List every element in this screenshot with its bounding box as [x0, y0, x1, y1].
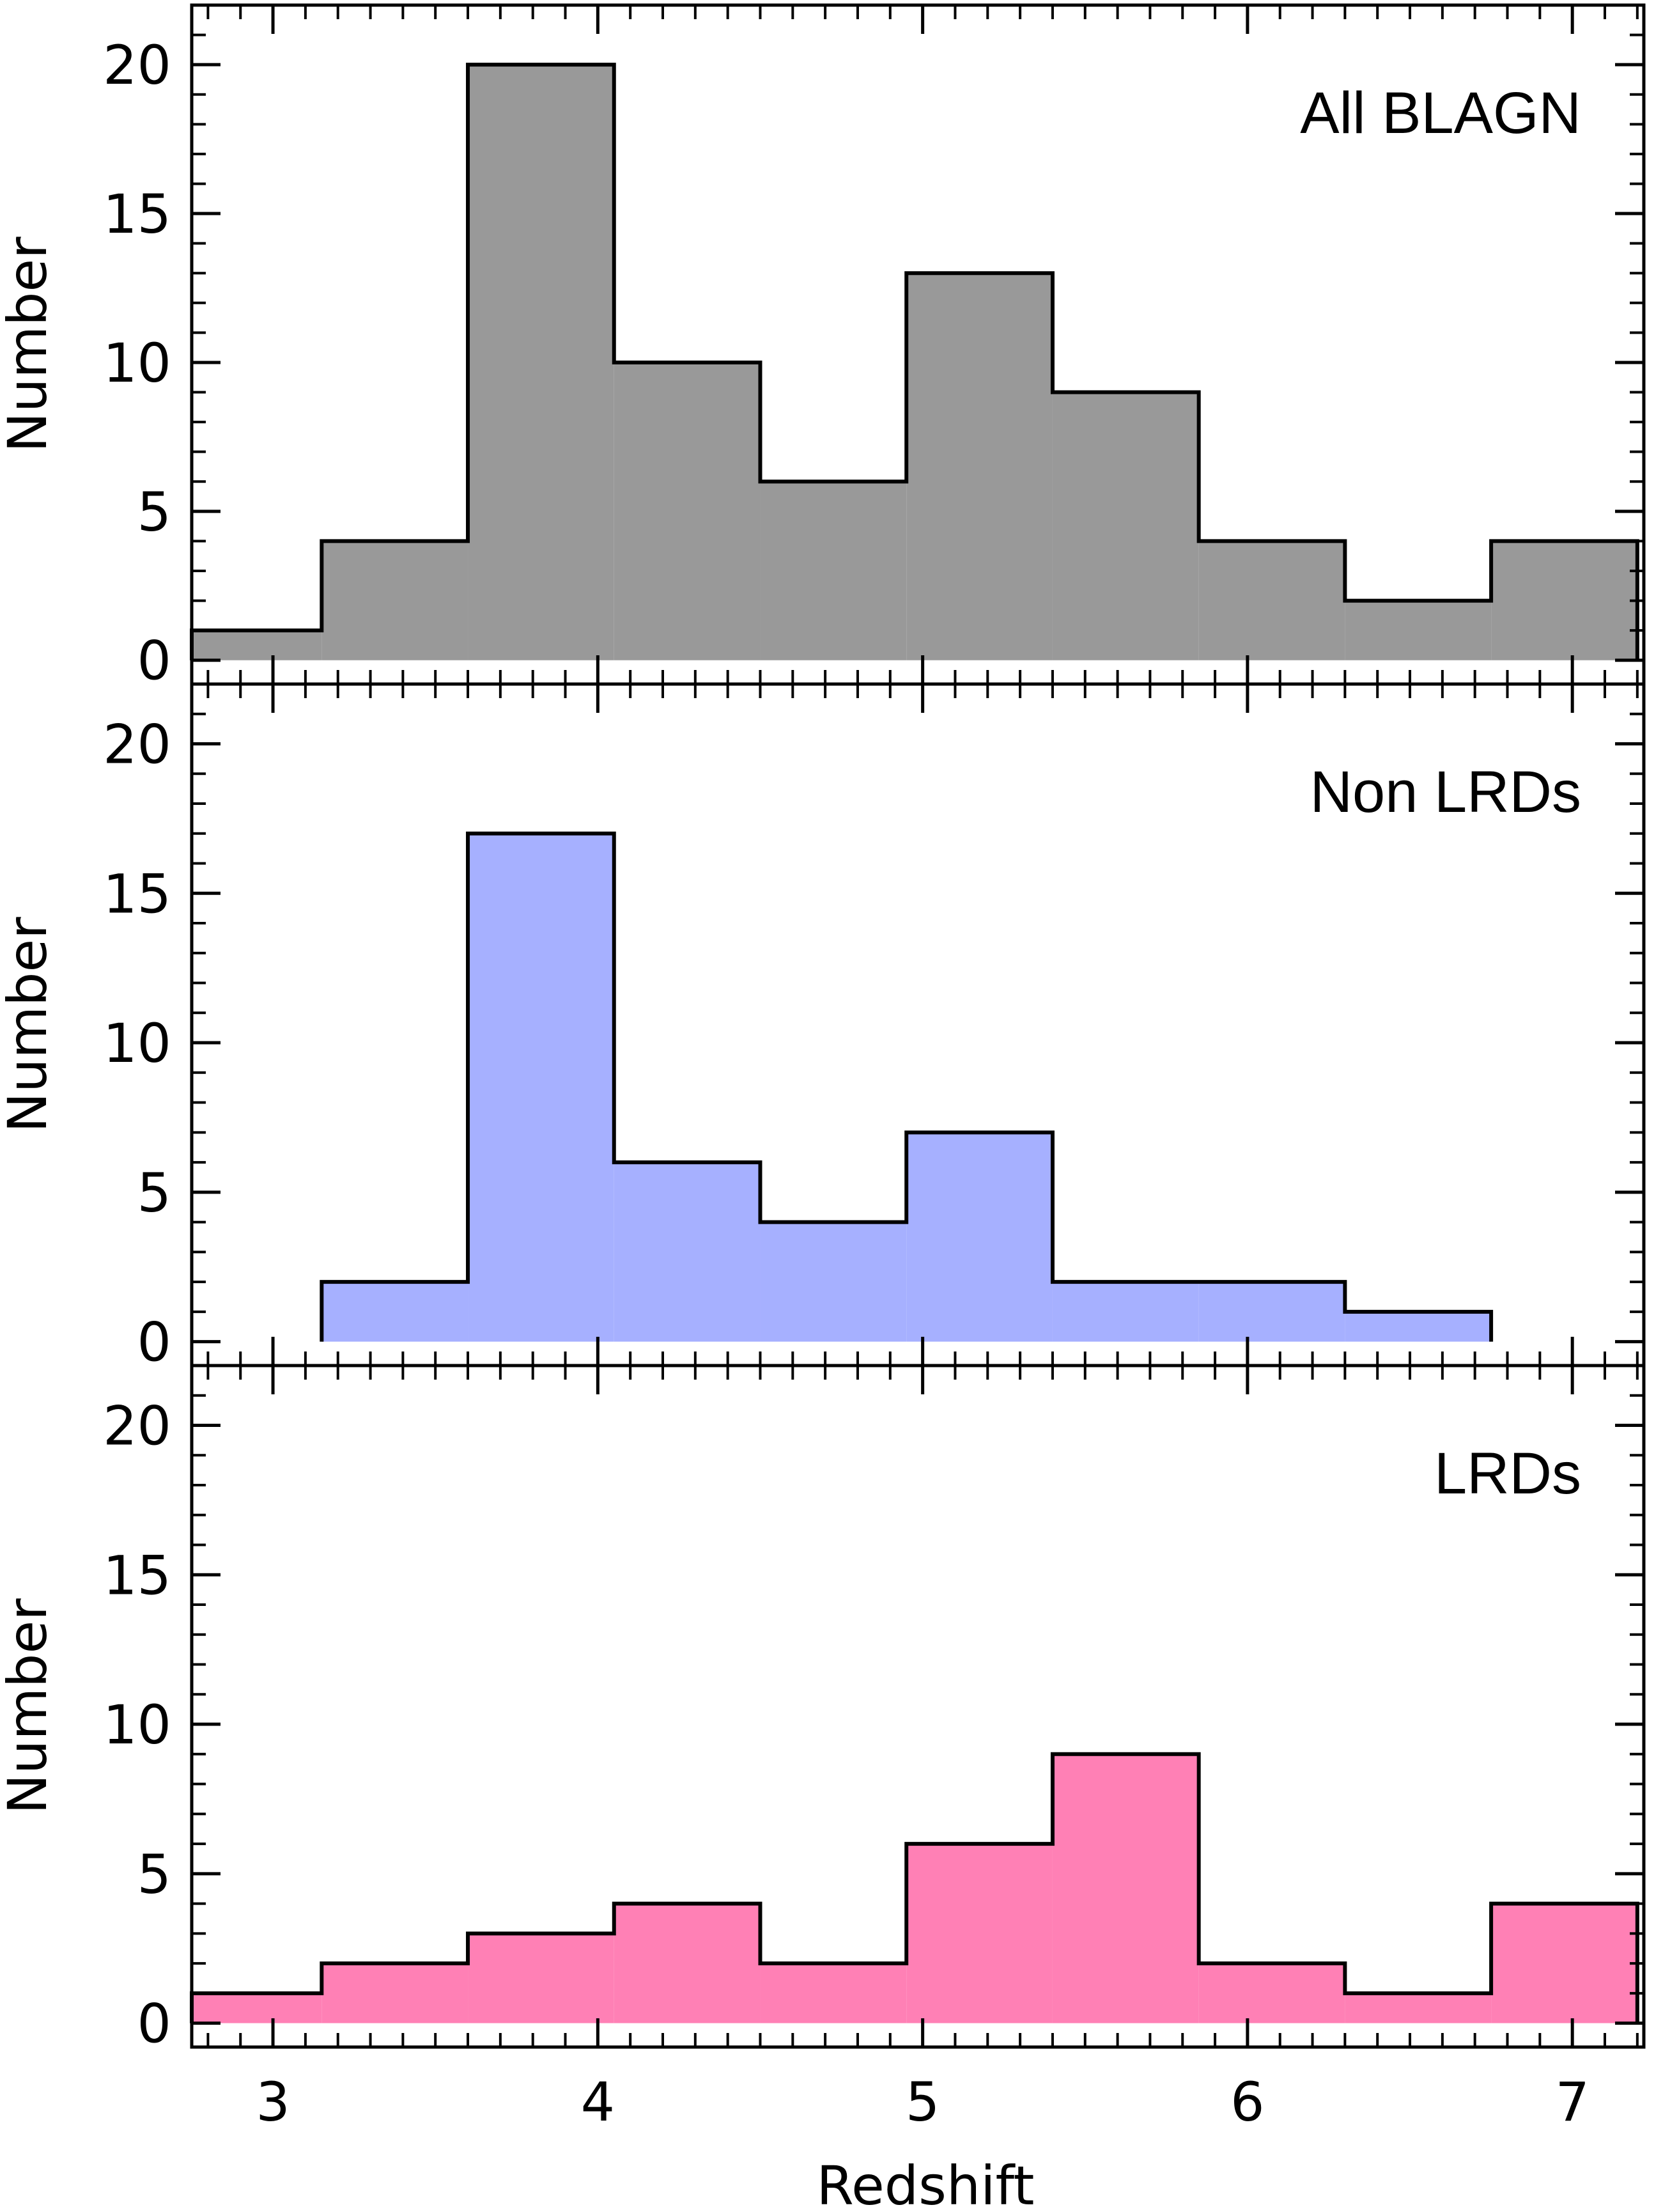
histogram-bar: [468, 833, 614, 1342]
histogram-outline: [320, 831, 1494, 1342]
histogram-bar: [760, 1222, 907, 1342]
y-tick-label: 20: [103, 1395, 171, 1458]
y-tick-label: 0: [137, 630, 171, 692]
y-tick-label: 20: [103, 713, 171, 776]
y-tick-label: 5: [137, 1843, 171, 1906]
y-tick-label: 0: [137, 1993, 171, 2055]
histogram-bar: [321, 1282, 468, 1342]
panel-label: All BLAGN: [1300, 81, 1581, 146]
y-tick-label: 20: [103, 34, 171, 97]
histogram-bar: [1198, 541, 1345, 660]
histogram-bar: [1491, 541, 1637, 660]
y-tick-label: 10: [103, 1694, 171, 1756]
y-tick-label: 5: [137, 1162, 171, 1224]
plot-frame: [190, 1364, 1646, 2049]
histogram-bar: [760, 1963, 907, 2023]
panel-all-blagn: 0 5 10 15 20 Number All BLAGN: [0, 3, 1646, 692]
histogram-bar: [321, 541, 468, 660]
histogram-bar: [1052, 1754, 1199, 2023]
y-tick-label: 10: [103, 1012, 171, 1075]
y-axis-title: Number: [0, 237, 59, 453]
histogram-bar: [760, 481, 907, 660]
y-tick-label: 15: [103, 1544, 171, 1607]
x-tick-label: 3: [256, 2071, 290, 2133]
x-tick-label: 6: [1230, 2071, 1264, 2133]
histogram-bar: [1198, 1963, 1345, 2023]
histogram-outline: [190, 1752, 1639, 2023]
histogram-bar: [321, 1963, 468, 2023]
histogram-bar: [1052, 1282, 1199, 1342]
y-axis-title: Number: [0, 1598, 59, 1814]
histogram-bar: [614, 1903, 761, 2023]
histogram-bar: [906, 273, 1053, 660]
x-axis-title: Redshift: [817, 2154, 1035, 2212]
x-tick-label: 7: [1555, 2071, 1589, 2133]
histogram-bar: [614, 362, 761, 660]
histogram-bar: [468, 1933, 614, 2023]
panel-label: Non LRDs: [1310, 759, 1581, 825]
x-tick-label: 4: [581, 2071, 615, 2133]
y-tick-label: 15: [103, 862, 171, 925]
y-tick-label: 10: [103, 332, 171, 394]
panel-lrds: 0 5 10 15 20 Number LRDs 3 4 5 6 7: [0, 1364, 1646, 2133]
histogram-bar: [1198, 1282, 1345, 1342]
y-tick-label: 5: [137, 481, 171, 543]
panel-label: LRDs: [1434, 1441, 1581, 1506]
histogram-bar: [1345, 600, 1492, 660]
y-tick-label: 0: [137, 1311, 171, 1374]
histogram-bar: [468, 65, 614, 660]
histogram-bar: [1491, 1903, 1637, 2023]
histogram-bar: [192, 1993, 322, 2023]
y-axis-title: Number: [0, 917, 59, 1133]
panel-non-lrds: 0 5 10 15 20 Number Non LRDs: [0, 682, 1646, 1374]
histogram-bar: [614, 1162, 761, 1342]
histogram-bar: [1345, 1993, 1492, 2023]
histogram-bar: [1052, 392, 1199, 660]
histogram-outline: [190, 63, 1639, 660]
y-tick-label: 15: [103, 183, 171, 245]
histogram-bar: [192, 630, 322, 660]
x-tick-label: 5: [906, 2071, 940, 2133]
histogram-bar: [906, 1132, 1053, 1342]
histogram-bar: [906, 1844, 1053, 2023]
histogram-bar: [1345, 1311, 1492, 1342]
